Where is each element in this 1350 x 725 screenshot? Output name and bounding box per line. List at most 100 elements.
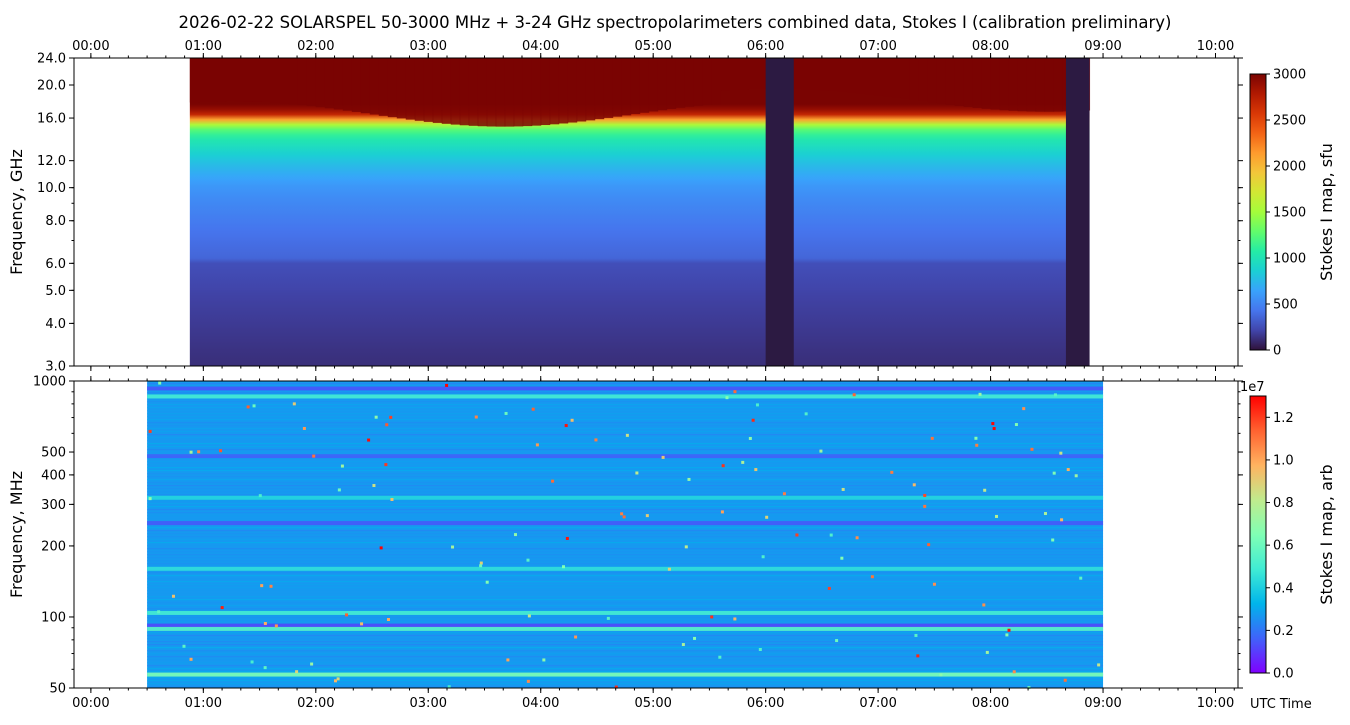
heatmap-edge-cell (666, 58, 677, 109)
burst-speckle (269, 584, 273, 588)
heatmap-edge-cell (594, 58, 605, 120)
burst-speckle (1052, 471, 1056, 475)
figure-title: 2026-02-22 SOLARSPEL 50-3000 MHz + 3-24 … (178, 13, 1171, 32)
x-tick-label: 03:00 (410, 696, 447, 711)
heatmap-row (147, 656, 1104, 658)
burst-speckle (835, 639, 839, 643)
heatmap-edge-cell (234, 58, 245, 102)
burst-speckle (819, 449, 823, 453)
top-colorbar: 0 500 1000 1500 2000 2500 3000 (1249, 68, 1306, 359)
heatmap-edge-cell (963, 58, 974, 108)
heatmap-edge-cell (882, 58, 893, 97)
colorbar-tick-label: 0.4 (1273, 581, 1294, 596)
heatmap-edge-cell (990, 58, 1001, 110)
heatmap-edge-cell (567, 58, 578, 123)
heatmap-row (147, 590, 1104, 592)
heatmap-row (147, 449, 1104, 451)
burst-speckle (982, 603, 986, 607)
heatmap-row (147, 572, 1104, 574)
heatmap-row (147, 452, 1104, 454)
burst-speckle (390, 498, 394, 502)
heatmap-edge-cell (810, 58, 821, 90)
no-data-column (765, 58, 794, 366)
burst-speckle (535, 443, 539, 447)
y-tick-label: 50 (49, 682, 66, 697)
burst-speckle (795, 533, 799, 537)
heatmap-row (147, 668, 1104, 670)
heatmap-edge-cell (1017, 58, 1028, 112)
heatmap-row (147, 425, 1104, 427)
y-tick-label: 3.0 (45, 360, 66, 375)
burst-speckle (246, 405, 250, 409)
burst-speckle (620, 512, 624, 516)
burst-speckle (220, 606, 224, 610)
heatmap-edge-cell (1044, 58, 1055, 112)
burst-speckle (389, 415, 393, 419)
burst-speckle (606, 616, 610, 620)
colorbar-tick-label: 3000 (1273, 68, 1306, 83)
heatmap-edge-cell (657, 58, 668, 111)
colorbar-gradient (1249, 395, 1267, 674)
burst-speckle (614, 685, 618, 689)
bright-band (147, 610, 1104, 615)
heatmap-row (147, 494, 1104, 496)
heatmap-row (147, 485, 1104, 487)
heatmap-row (147, 536, 1104, 538)
heatmap-row (147, 632, 1104, 634)
burst-speckle (923, 504, 927, 508)
heatmap-edge-cell (585, 58, 596, 121)
heatmap-row (147, 635, 1104, 637)
burst-speckle (182, 644, 186, 648)
heatmap-row (147, 593, 1104, 595)
y-tick-label: 500 (41, 446, 66, 461)
burst-speckle (827, 586, 831, 590)
heatmap-row (147, 527, 1104, 529)
colorbar-tick-label: 0.0 (1273, 667, 1294, 682)
no-data-column (1065, 58, 1090, 366)
heatmap-row (147, 665, 1104, 667)
top-y-axis-title: Frequency, GHz (7, 149, 26, 275)
burst-speckle (345, 613, 349, 617)
colorbar-tick-label: 0 (1273, 344, 1281, 359)
burst-speckle (1059, 451, 1063, 455)
heatmap-row (147, 464, 1104, 466)
x-axis-title: UTC Time (1250, 697, 1312, 712)
burst-speckle (263, 666, 267, 670)
heatmap-edge-cell (531, 58, 542, 126)
bottom-spectrogram-panel: 00:00 01:00 02:00 03:00 04:00 05:00 06:00 07:00… (7, 375, 1336, 713)
heatmap-row (147, 662, 1104, 664)
heatmap-edge-cell (846, 58, 857, 93)
colorbar-tick-label: 1500 (1273, 206, 1306, 221)
heatmap-row (147, 440, 1104, 442)
burst-speckle (804, 412, 808, 416)
heatmap-edge-cell (477, 58, 488, 127)
y-tick-label: 24.0 (37, 52, 66, 67)
burst-speckle (148, 497, 152, 501)
heatmap-row (147, 602, 1104, 604)
heatmap-row (147, 398, 1104, 400)
burst-speckle (932, 582, 936, 586)
heatmap-row (147, 554, 1104, 556)
burst-speckle (765, 515, 769, 519)
burst-speckle (372, 484, 376, 488)
heatmap-edge-cell (459, 58, 470, 126)
heatmap-row (147, 503, 1104, 505)
heatmap-row (147, 506, 1104, 508)
burst-speckle (485, 580, 489, 584)
x-tick-label: 08:00 (972, 39, 1009, 54)
heatmap-row (147, 467, 1104, 469)
burst-speckle (148, 429, 152, 433)
heatmap-edge-cell (225, 58, 236, 102)
y-tick-label: 8.0 (45, 214, 66, 229)
burst-speckle (379, 546, 383, 550)
bottom-colorbar: 0.0 0.2 0.4 0.6 0.8 1.0 1.2 (1249, 395, 1294, 682)
heatmap-row (147, 578, 1104, 580)
burst-speckle (978, 392, 982, 396)
heatmap-edge-cell (675, 58, 686, 108)
burst-speckle (513, 533, 517, 537)
heatmap-row (147, 530, 1104, 532)
heatmap-edge-cell (216, 58, 227, 102)
heatmap-row (147, 605, 1104, 607)
heatmap-row (147, 428, 1104, 430)
y-tick-label: 4.0 (45, 317, 66, 332)
